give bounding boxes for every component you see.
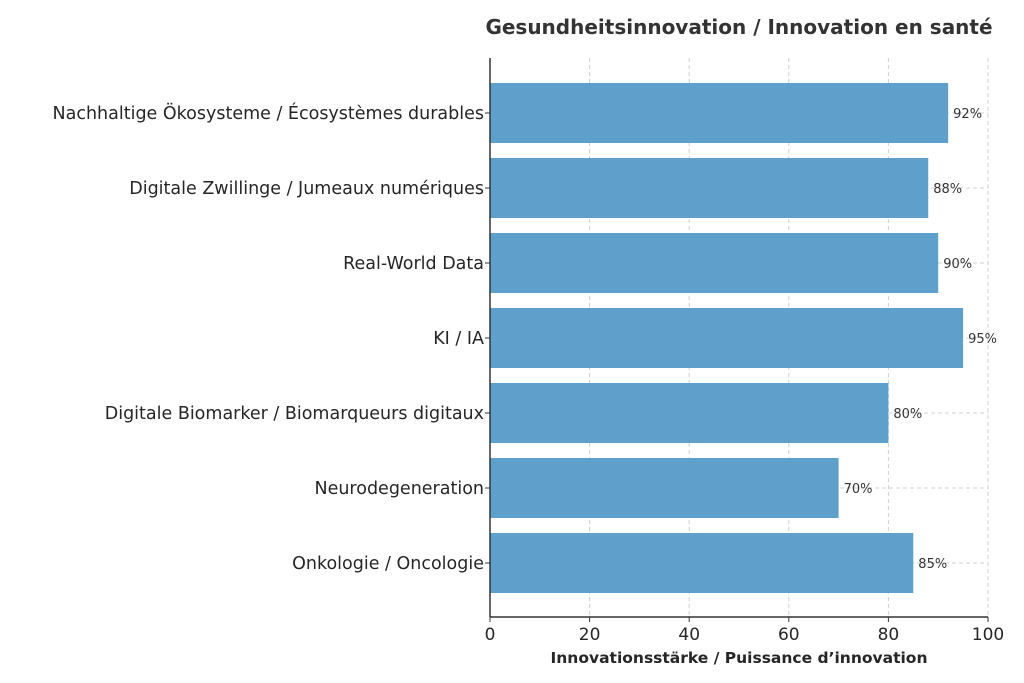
x-tick-label: 0 <box>485 625 496 645</box>
y-tick-label: KI / IA <box>433 329 484 349</box>
data-label: 85% <box>918 557 947 572</box>
data-label: 92% <box>953 107 982 122</box>
x-tick-label: 20 <box>579 625 601 645</box>
x-tick-label: 80 <box>878 625 900 645</box>
data-label: 88% <box>933 182 962 197</box>
x-tick-label: 100 <box>972 625 1004 645</box>
bar <box>490 383 889 443</box>
y-tick-label: Neurodegeneration <box>314 479 484 499</box>
bar <box>490 233 939 293</box>
axes: Nachhaltige Ökosysteme / Écosystèmes dur… <box>53 58 1004 645</box>
bar <box>490 158 929 218</box>
data-label: 70% <box>844 482 873 497</box>
bar <box>490 83 949 143</box>
y-tick-label: Digitale Zwillinge / Jumeaux numériques <box>129 179 484 199</box>
data-label: 90% <box>943 257 972 272</box>
y-tick-label: Onkologie / Oncologie <box>292 554 484 574</box>
y-tick-label: Real-World Data <box>343 254 484 274</box>
x-axis-label: Innovationsstärke / Puissance d’innovati… <box>550 649 927 667</box>
bars: 92% 88% 90% 95% 80% 70% 85% <box>490 83 997 593</box>
bar <box>490 533 914 593</box>
data-label: 95% <box>968 332 997 347</box>
y-tick-label: Digitale Biomarker / Biomarqueurs digita… <box>105 404 484 424</box>
y-tick-label: Nachhaltige Ökosysteme / Écosystèmes dur… <box>53 102 484 124</box>
bar <box>490 458 839 518</box>
x-tick-label: 60 <box>778 625 800 645</box>
data-label: 80% <box>893 407 922 422</box>
bar <box>490 308 964 368</box>
chart-title: Gesundheitsinnovation / Innovation en sa… <box>485 15 992 39</box>
x-tick-label: 40 <box>678 625 700 645</box>
